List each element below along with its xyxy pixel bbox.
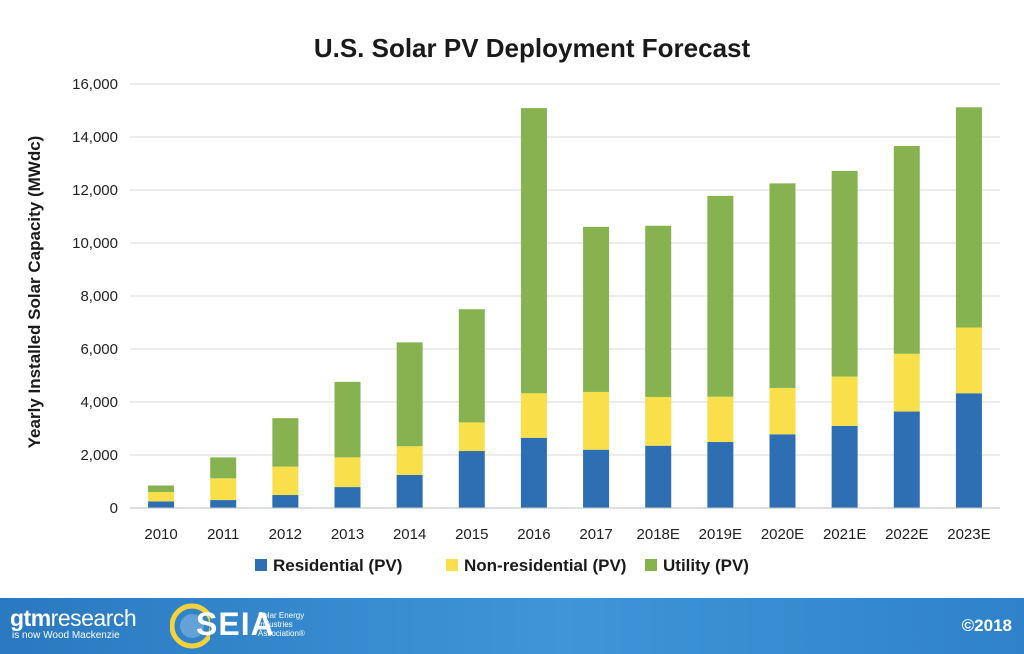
y-tick-label: 4,000: [80, 394, 118, 411]
y-tick-label: 16,000: [72, 76, 118, 93]
bar-segment: [458, 309, 485, 423]
bar-segment: [831, 425, 858, 508]
gtm-logo-text: gtm: [10, 605, 51, 631]
bar-segment: [148, 501, 175, 508]
x-tick-label: 2022E: [885, 526, 928, 543]
x-tick-label: 2017: [579, 526, 612, 543]
x-tick-label: 2013: [331, 526, 364, 543]
bars: [148, 107, 982, 508]
x-axis-ticks: 2010 2011 2012 2013 2014 2015 2016 2017 2018E 201…: [144, 526, 990, 543]
copyright: ©2018: [961, 616, 1012, 635]
x-tick-label: 2019E: [699, 526, 742, 543]
bar-segment: [583, 226, 610, 392]
x-tick-label: 2011: [207, 526, 239, 543]
bar-segment: [272, 466, 299, 496]
bar-segment: [893, 353, 920, 412]
bar-segment: [707, 442, 734, 508]
bar-segment: [334, 487, 361, 508]
y-tick-label: 8,000: [80, 288, 118, 305]
legend-swatch: [446, 559, 458, 571]
chart: U.S. Solar PV Deployment Forecast 0 2,000…: [25, 33, 1000, 575]
seia-logo-text: SEIA: [196, 606, 275, 642]
seia-tagline: Solar Energy Industries Association®: [258, 611, 305, 638]
bar-segment: [645, 445, 672, 508]
bar-segment: [458, 422, 485, 452]
research-logo-text: research: [50, 605, 137, 631]
bar-segment: [645, 225, 672, 397]
bar-segment: [210, 478, 237, 501]
bar-segment: [707, 396, 734, 443]
bar-segment: [396, 342, 423, 447]
x-tick-label: 2015: [455, 526, 488, 543]
y-tick-label: 14,000: [72, 129, 118, 146]
bar-segment: [769, 387, 796, 435]
legend-swatch: [255, 559, 267, 571]
bar-segment: [520, 393, 547, 438]
legend-swatch: [645, 559, 657, 571]
x-tick-label: 2018E: [637, 526, 680, 543]
y-tick-label: 6,000: [80, 341, 118, 358]
legend: Residential (PV) Non-residential (PV) Util…: [255, 556, 749, 575]
bar-segment: [893, 146, 920, 354]
bar-segment: [583, 449, 610, 508]
x-tick-label: 2020E: [761, 526, 804, 543]
legend-label: Non-residential (PV): [464, 556, 626, 575]
y-axis-ticks: 0 2,000 4,000 6,000 8,000 10,000 12,000 14,000 1…: [72, 76, 118, 517]
bar-segment: [955, 327, 982, 394]
bar-segment: [831, 376, 858, 426]
gridlines: [130, 83, 1000, 456]
bar-segment: [583, 391, 610, 450]
seia-sun-icon: [170, 603, 210, 649]
y-axis-title: Yearly Installed Solar Capacity (MWdc): [25, 136, 44, 449]
bar-segment: [334, 457, 361, 488]
bar-segment: [893, 411, 920, 508]
bar-segment: [396, 474, 423, 508]
y-tick-label: 12,000: [72, 182, 118, 199]
bar-segment: [955, 393, 982, 508]
bar-segment: [831, 170, 858, 377]
x-tick-label: 2010: [144, 526, 177, 543]
x-tick-label: 2012: [269, 526, 302, 543]
bar-segment: [148, 492, 175, 502]
x-tick-label: 2014: [393, 526, 426, 543]
wood-mackenzie-note: is now Wood Mackenzie: [12, 630, 120, 641]
bar-segment: [955, 107, 982, 328]
x-tick-label: 2016: [517, 526, 550, 543]
x-tick-label: 2023E: [947, 526, 990, 543]
bar-segment: [148, 485, 175, 493]
bar-segment: [520, 108, 547, 394]
y-tick-label: 10,000: [72, 235, 118, 252]
bar-segment: [396, 446, 423, 475]
y-tick-label: 2,000: [80, 447, 118, 464]
bar-segment: [272, 495, 299, 508]
bar-segment: [520, 437, 547, 508]
bar-segment: [334, 381, 361, 458]
bar-segment: [769, 434, 796, 508]
x-tick-label: 2021E: [823, 526, 866, 543]
bar-segment: [769, 183, 796, 388]
bar-segment: [707, 195, 734, 397]
bar-segment: [210, 500, 237, 508]
footer-banner: gtmresearch is now Wood Mackenzie SEIA S…: [0, 598, 1024, 654]
gtm-research-logo: gtmresearch is now Wood Mackenzie: [10, 605, 137, 642]
y-tick-label: 0: [110, 500, 118, 517]
bar-segment: [272, 418, 299, 467]
chart-title: U.S. Solar PV Deployment Forecast: [314, 33, 751, 63]
bar-segment: [645, 396, 672, 446]
legend-label: Utility (PV): [663, 556, 749, 575]
bar-segment: [458, 451, 485, 508]
bar-segment: [210, 457, 237, 479]
legend-label: Residential (PV): [273, 556, 402, 575]
